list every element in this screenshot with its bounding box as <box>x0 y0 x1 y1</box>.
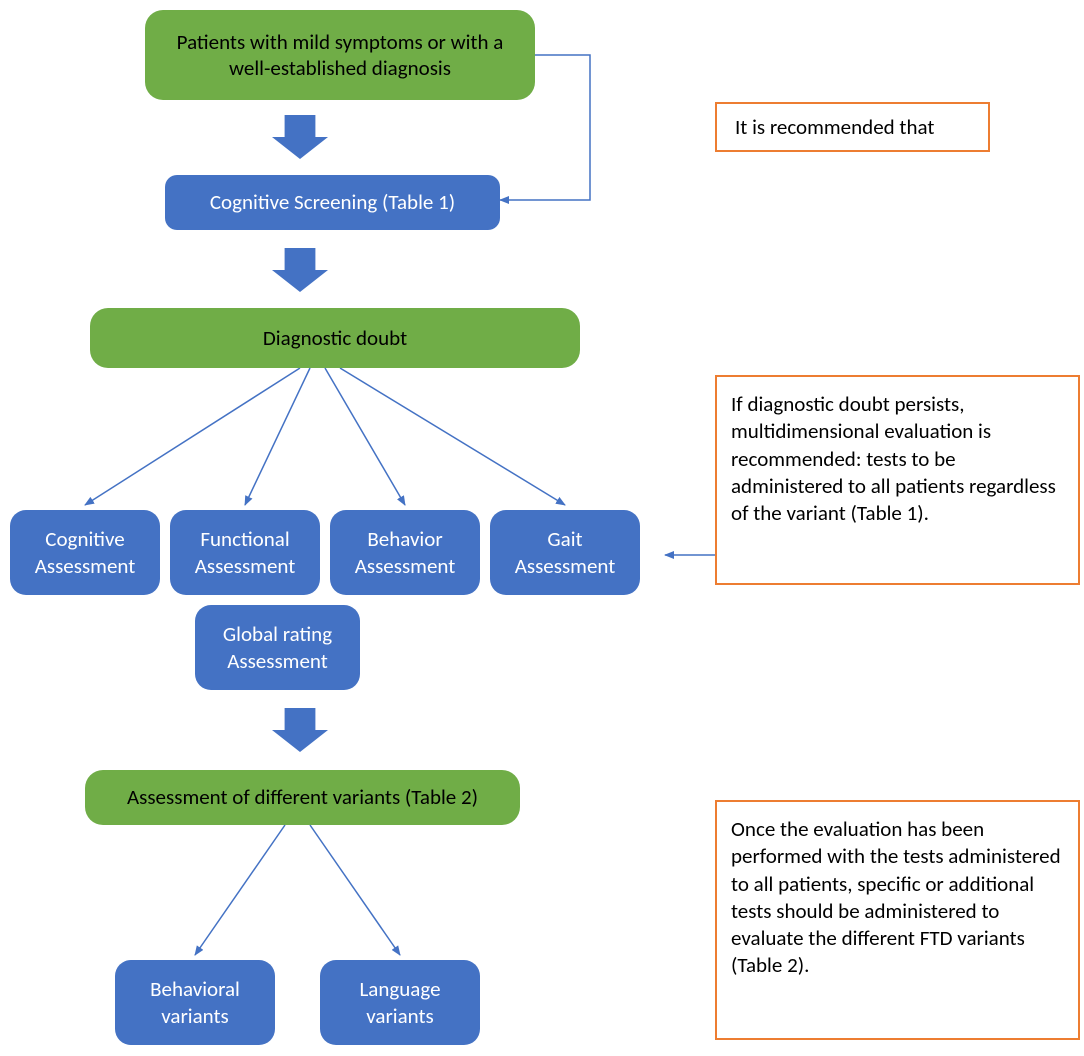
node-label: Language variants <box>330 976 470 1029</box>
node-n1: Patients with mild symptoms or with a we… <box>145 10 535 100</box>
node-n3: Diagnostic doubt <box>90 308 580 368</box>
big-arrow-3 <box>272 708 328 752</box>
node-n2: Cognitive Screening (Table 1) <box>165 175 500 230</box>
node-label: Functional Assessment <box>180 526 310 579</box>
node-label: Gait Assessment <box>500 526 630 579</box>
node-v2: Language variants <box>320 960 480 1045</box>
note-text: If diagnostic doubt persists, multidimen… <box>731 391 1056 526</box>
node-label: Cognitive Screening (Table 1) <box>210 189 455 215</box>
node-a5: Global rating Assessment <box>195 605 360 690</box>
node-label: Cognitive Assessment <box>20 526 150 579</box>
node-a2: Functional Assessment <box>170 510 320 595</box>
note-note2: If diagnostic doubt persists, multidimen… <box>715 375 1080 585</box>
note-text: Once the evaluation has been performed w… <box>731 816 1061 978</box>
connector-c-div3 <box>325 368 405 505</box>
big-arrow-1 <box>272 115 328 159</box>
connector-c-div2 <box>245 368 310 505</box>
node-a4: Gait Assessment <box>490 510 640 595</box>
node-label: Behavioral variants <box>125 976 265 1029</box>
note-note3: Once the evaluation has been performed w… <box>715 800 1080 1040</box>
node-label: Diagnostic doubt <box>263 325 407 351</box>
note-note1: It is recommended that <box>715 102 990 152</box>
node-label: Behavior Assessment <box>340 526 470 579</box>
node-a3: Behavior Assessment <box>330 510 480 595</box>
connector-c-v2 <box>310 825 400 955</box>
node-a1: Cognitive Assessment <box>10 510 160 595</box>
connector-c-v1 <box>195 825 285 955</box>
connector-c-div4 <box>340 368 565 505</box>
node-n4: Assessment of different variants (Table … <box>85 770 520 825</box>
connector-c-div1 <box>85 368 300 505</box>
node-v1: Behavioral variants <box>115 960 275 1045</box>
node-label: Patients with mild symptoms or with a we… <box>155 29 525 82</box>
note-text: It is recommended that <box>735 114 934 140</box>
big-arrow-2 <box>272 248 328 292</box>
node-label: Global rating Assessment <box>205 621 350 674</box>
node-label: Assessment of different variants (Table … <box>127 784 478 810</box>
